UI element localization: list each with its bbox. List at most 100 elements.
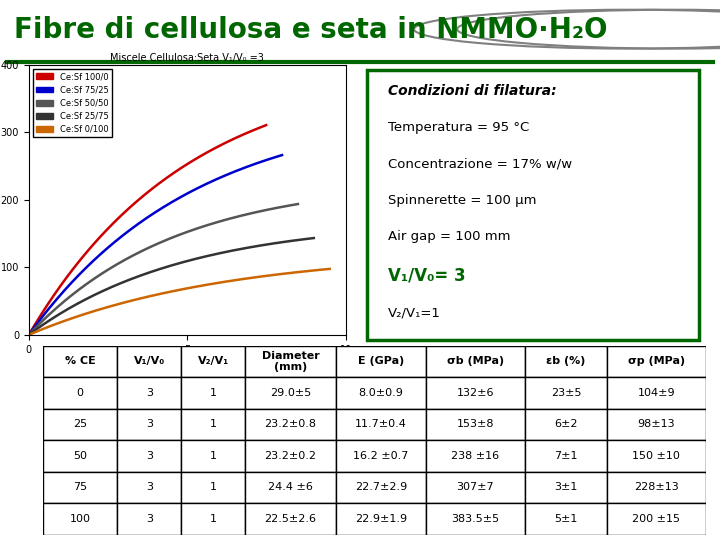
Text: V₁/V₀: V₁/V₀ [134,356,165,366]
Bar [525,503,607,535]
Text: 3: 3 [145,420,153,429]
Text: 3±1: 3±1 [554,482,577,492]
Text: 6±2: 6±2 [554,420,577,429]
Bar [43,440,117,471]
Bar [181,503,246,535]
Title: Miscele Cellulosa:Seta V₁/V₀ =3: Miscele Cellulosa:Seta V₁/V₀ =3 [110,52,264,63]
Text: 3: 3 [145,514,153,524]
Bar [181,440,246,471]
Text: 11.7±0.4: 11.7±0.4 [355,420,407,429]
Bar [117,377,181,409]
Bar [426,346,525,377]
Bar [607,346,706,377]
Text: 1: 1 [210,514,217,524]
Bar [607,503,706,535]
Bar [117,346,181,377]
Text: 22.9±1.9: 22.9±1.9 [355,514,407,524]
Text: εb (%): εb (%) [546,356,585,366]
Bar [607,377,706,409]
Bar [246,409,336,440]
Text: 1: 1 [210,420,217,429]
Text: 3: 3 [145,482,153,492]
Bar [43,471,117,503]
Text: 153±8: 153±8 [456,420,494,429]
FancyBboxPatch shape [367,70,698,340]
Text: E (GPa): E (GPa) [358,356,404,366]
Text: 3: 3 [145,388,153,398]
Text: 25: 25 [73,420,87,429]
Bar [336,346,426,377]
Bar [336,471,426,503]
Bar [43,346,117,377]
Text: V₂/V₁: V₂/V₁ [198,356,229,366]
Bar [426,471,525,503]
Bar [336,440,426,471]
Bar [426,503,525,535]
Text: Temperatura = 95 °C: Temperatura = 95 °C [387,121,529,134]
Bar [117,503,181,535]
Bar [336,377,426,409]
Text: Concentrazione = 17% w/w: Concentrazione = 17% w/w [387,158,572,171]
Bar [246,471,336,503]
Bar [246,377,336,409]
Legend: Ce:Sf 100/0, Ce:Sf 75/25, Ce:Sf 50/50, Ce:Sf 25/75, Ce:Sf 0/100: Ce:Sf 100/0, Ce:Sf 75/25, Ce:Sf 50/50, C… [33,69,112,137]
Text: 29.0±5: 29.0±5 [270,388,311,398]
Bar [181,471,246,503]
Text: 150 ±10: 150 ±10 [632,451,680,461]
Bar [525,346,607,377]
Bar [117,471,181,503]
Text: Condizioni di filatura:: Condizioni di filatura: [387,84,557,98]
Text: Spinnerette = 100 μm: Spinnerette = 100 μm [387,194,536,207]
Bar [525,409,607,440]
Text: 1: 1 [210,451,217,461]
Text: 7±1: 7±1 [554,451,577,461]
Bar [181,377,246,409]
Text: 383.5±5: 383.5±5 [451,514,500,524]
Bar [117,440,181,471]
Text: 238 ±16: 238 ±16 [451,451,500,461]
Text: 307±7: 307±7 [456,482,495,492]
Text: 98±13: 98±13 [637,420,675,429]
Bar [43,377,117,409]
Text: 24.4 ±6: 24.4 ±6 [268,482,313,492]
Text: 132±6: 132±6 [456,388,494,398]
Bar [426,377,525,409]
Bar [246,346,336,377]
Text: 104±9: 104±9 [637,388,675,398]
Text: 5±1: 5±1 [554,514,577,524]
Text: 22.7±2.9: 22.7±2.9 [355,482,407,492]
Text: 100: 100 [70,514,91,524]
Bar [607,409,706,440]
Bar [525,471,607,503]
Text: 23.2±0.2: 23.2±0.2 [264,451,317,461]
Text: % CE: % CE [65,356,96,366]
Bar [336,409,426,440]
Bar [607,471,706,503]
Text: σb (MPa): σb (MPa) [447,356,504,366]
Bar [336,503,426,535]
Text: 200 ±15: 200 ±15 [632,514,680,524]
Text: 75: 75 [73,482,87,492]
Bar [181,409,246,440]
X-axis label: Strain [%]: Strain [%] [159,360,215,370]
Text: 1: 1 [210,482,217,492]
Bar [525,440,607,471]
Bar [426,409,525,440]
Text: 0: 0 [77,388,84,398]
Bar [181,346,246,377]
Bar [43,503,117,535]
Text: 23±5: 23±5 [551,388,581,398]
Text: 3: 3 [145,451,153,461]
Text: Air gap = 100 mm: Air gap = 100 mm [387,231,510,244]
Bar [117,409,181,440]
Bar [607,440,706,471]
Text: 22.5±2.6: 22.5±2.6 [264,514,317,524]
Text: 23.2±0.8: 23.2±0.8 [264,420,317,429]
Text: V₂/V₁=1: V₂/V₁=1 [387,306,441,319]
Text: 50: 50 [73,451,87,461]
Text: V₁/V₀= 3: V₁/V₀= 3 [387,267,465,285]
Text: 228±13: 228±13 [634,482,679,492]
Bar [426,440,525,471]
Text: 16.2 ±0.7: 16.2 ±0.7 [354,451,409,461]
Bar [525,377,607,409]
